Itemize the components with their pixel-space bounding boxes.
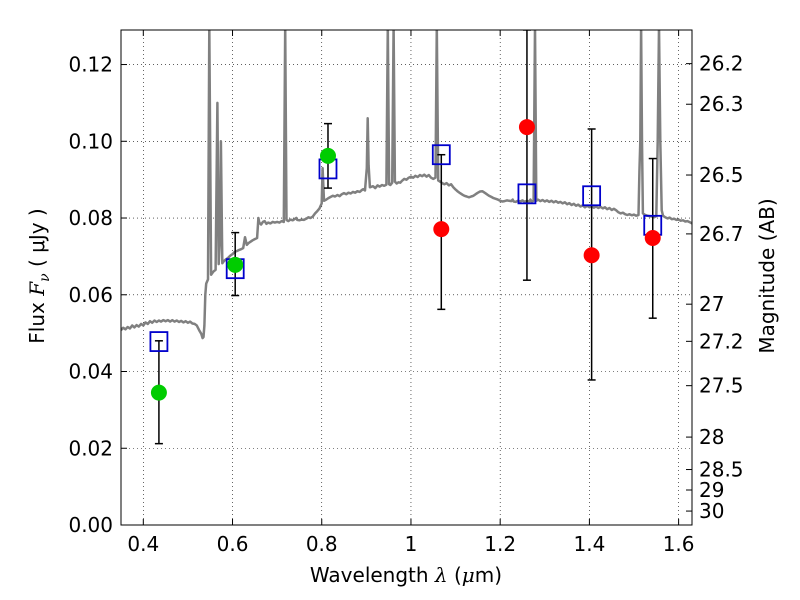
x-tick-label: 0.8 <box>306 532 338 556</box>
green-data-point <box>319 147 336 164</box>
mag-tick-label: 26.5 <box>699 163 744 187</box>
green-data-point <box>227 256 244 273</box>
x-tick-label: 0.4 <box>127 532 159 556</box>
x-tick-label: 1 <box>405 532 418 556</box>
plot-frame <box>120 29 693 526</box>
axis-ticks: 0.4 0.6 0.8 1 1.2 1.4 1.6 0.00 0.02 0.04 0.06 0.08 0… <box>68 30 744 556</box>
mag-tick-label: 26.7 <box>699 222 744 246</box>
y-tick-label: 0.12 <box>68 53 113 77</box>
y-tick-label: 0.00 <box>68 513 113 537</box>
mag-tick-label: 30 <box>699 499 724 523</box>
mag-tick-label: 27 <box>699 292 724 316</box>
mag-tick-label: 26.2 <box>699 52 744 76</box>
y-tick-label: 0.08 <box>68 206 113 230</box>
y-axis-title: Flux Fν ( μJy ) <box>25 208 53 343</box>
red-data-point <box>433 221 450 238</box>
y2-axis-title: Magnitude (AB) <box>755 198 779 353</box>
photometry-markers <box>149 119 663 401</box>
green-data-point <box>150 384 167 401</box>
model-square-marker <box>431 144 451 166</box>
x-tick-label: 1.6 <box>663 532 695 556</box>
x-tick-label: 1.2 <box>484 532 516 556</box>
mag-tick-label: 27.5 <box>699 374 744 398</box>
model-square-marker <box>517 183 537 205</box>
mag-tick-label: 29 <box>699 478 724 502</box>
mag-tick-label: 26.3 <box>699 92 744 116</box>
x-tick-label: 1.4 <box>573 532 605 556</box>
y-tick-label: 0.10 <box>68 129 113 153</box>
mag-tick-label: 27.2 <box>699 329 744 353</box>
spectrum-line <box>121 30 692 340</box>
red-data-point <box>583 247 600 264</box>
y-tick-label: 0.06 <box>68 283 113 307</box>
grid <box>121 30 692 525</box>
model-square-marker <box>582 185 602 207</box>
x-axis-title: Wavelength λ (μm) <box>310 563 502 587</box>
spectrum-series <box>121 30 692 340</box>
y-tick-label: 0.02 <box>68 436 113 460</box>
x-tick-label: 0.6 <box>217 532 249 556</box>
y-tick-label: 0.04 <box>68 360 113 384</box>
mag-tick-label: 28 <box>699 425 724 449</box>
mag-tick-label: 28.5 <box>699 458 744 482</box>
error-bars <box>154 30 657 445</box>
model-square-marker <box>149 331 169 352</box>
red-data-point <box>644 229 661 246</box>
red-data-point <box>518 119 535 136</box>
